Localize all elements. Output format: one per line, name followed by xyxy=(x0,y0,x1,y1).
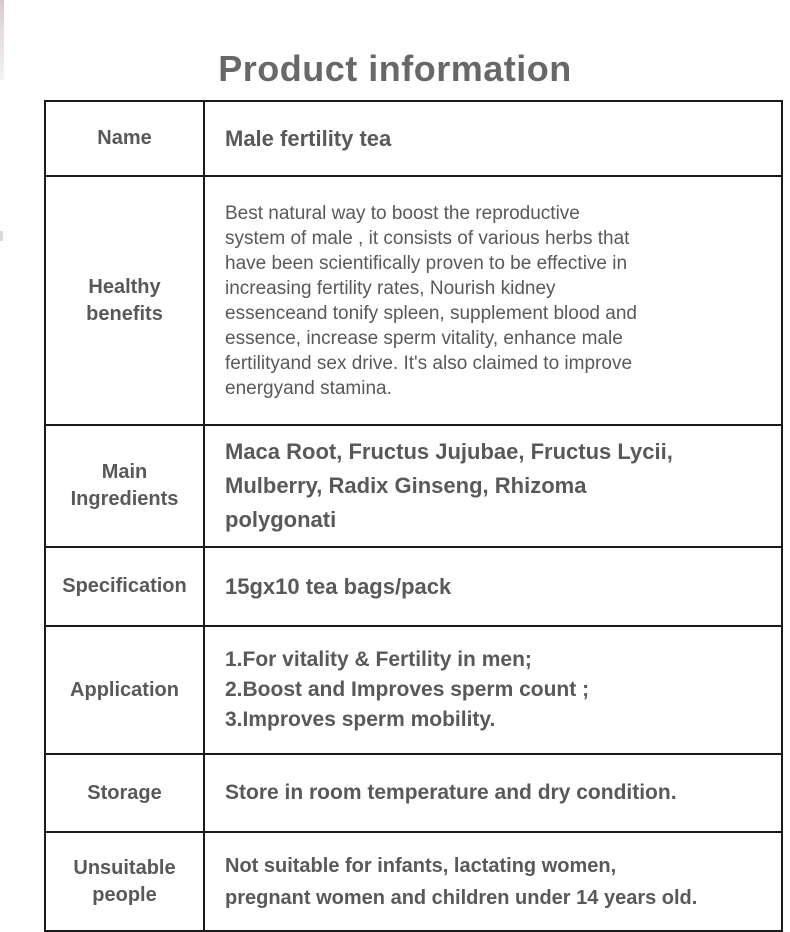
row-label-specification: Specification xyxy=(44,546,205,627)
table-row-main-ingredients: Main Ingredients Maca Root, Fructus Juju… xyxy=(44,424,783,548)
table-row-application: Application 1.For vitality & Fertility i… xyxy=(44,625,783,755)
table-row-name: Name Male fertility tea xyxy=(44,100,783,177)
row-label-name: Name xyxy=(44,100,205,177)
table-row-unsuitable-people: Unsuitable people Not suitable for infan… xyxy=(44,831,783,932)
row-value-storage: Store in room temperature and dry condit… xyxy=(203,753,783,833)
row-value-healthy-benefits: Best natural way to boost the reproducti… xyxy=(203,175,783,426)
row-label-application: Application xyxy=(44,625,205,755)
page-title: Product information xyxy=(218,48,572,90)
table-row-storage: Storage Store in room temperature and dr… xyxy=(44,753,783,833)
row-label-unsuitable-people: Unsuitable people xyxy=(44,831,205,932)
row-value-main-ingredients: Maca Root, Fructus Jujubae, Fructus Lyci… xyxy=(203,424,783,548)
edge-speck xyxy=(0,231,3,241)
product-info-table: Name Male fertility tea Healthy benefits… xyxy=(44,100,783,932)
row-value-name: Male fertility tea xyxy=(203,100,783,177)
row-value-unsuitable-people: Not suitable for infants, lactating wome… xyxy=(203,831,783,932)
table-row-healthy-benefits: Healthy benefits Best natural way to boo… xyxy=(44,175,783,426)
row-label-storage: Storage xyxy=(44,753,205,833)
row-label-main-ingredients: Main Ingredients xyxy=(44,424,205,548)
row-value-specification: 15gx10 tea bags/pack xyxy=(203,546,783,627)
table-row-specification: Specification 15gx10 tea bags/pack xyxy=(44,546,783,627)
row-value-application: 1.For vitality & Fertility in men; 2.Boo… xyxy=(203,625,783,755)
edge-artifact xyxy=(0,0,4,80)
row-label-healthy-benefits: Healthy benefits xyxy=(44,175,205,426)
